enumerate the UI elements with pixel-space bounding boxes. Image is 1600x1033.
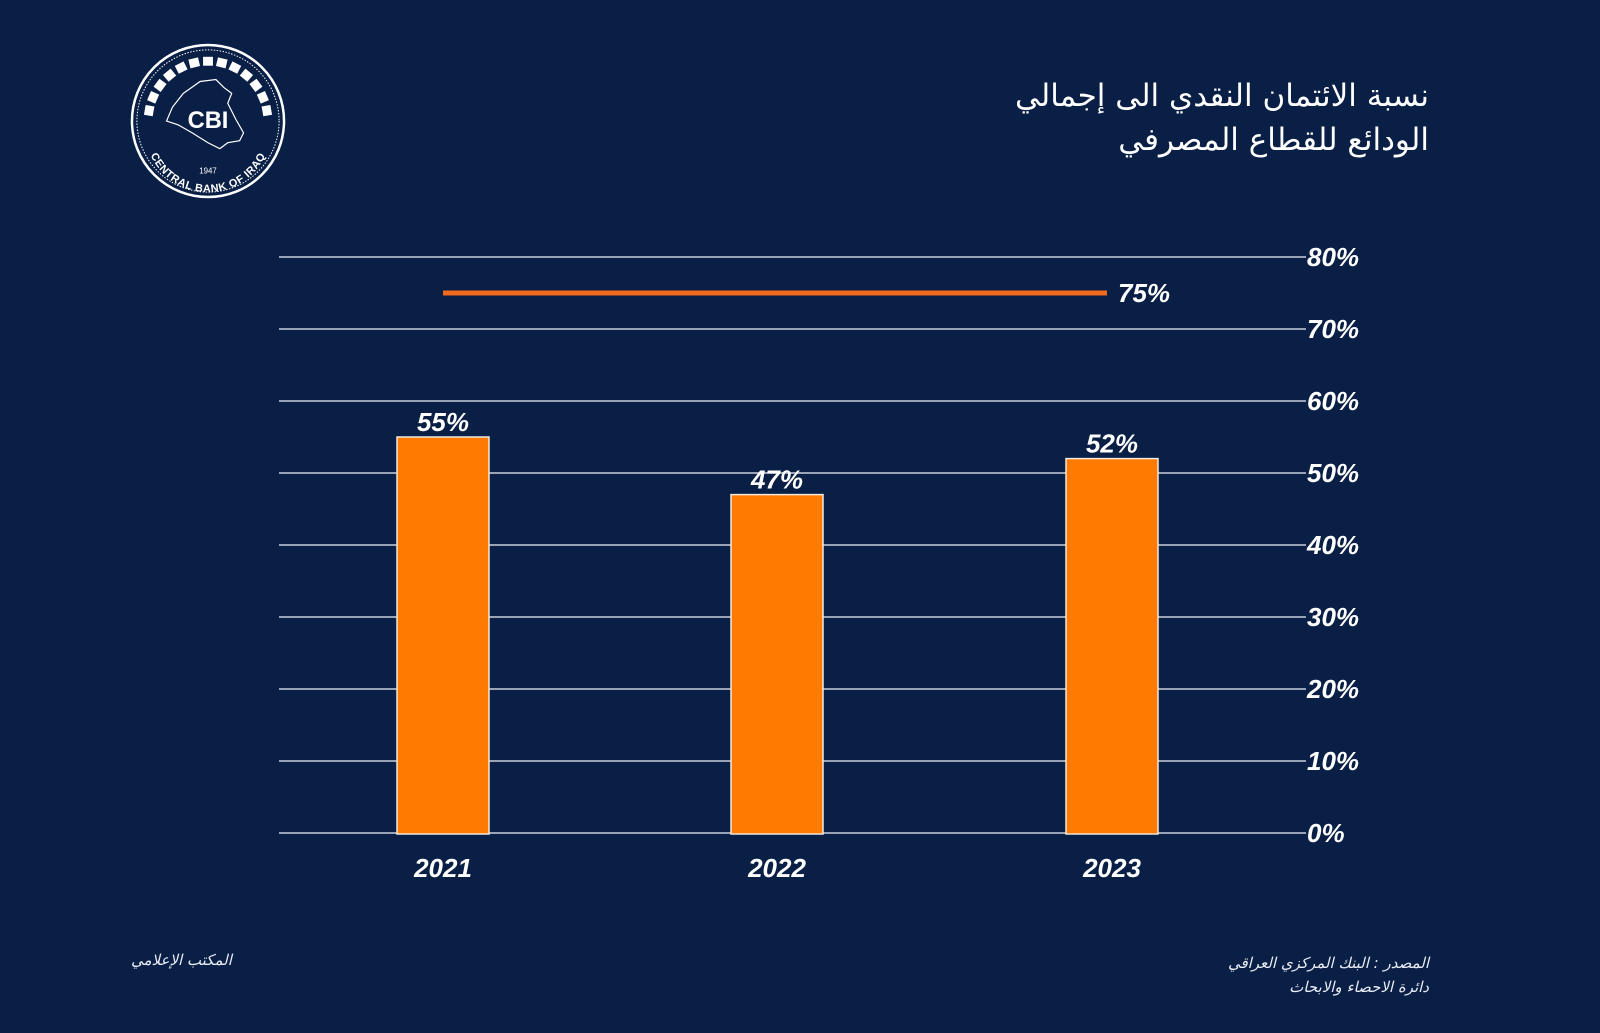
y-tick-label: 10% bbox=[1307, 746, 1359, 776]
gear-tooth bbox=[215, 57, 228, 69]
gear-tooth bbox=[147, 91, 160, 104]
media-office-label: المكتب الإعلامي bbox=[131, 951, 232, 969]
bar-2022 bbox=[730, 493, 824, 835]
x-tick-label: 2021 bbox=[413, 853, 472, 883]
logo-serrated-ring bbox=[136, 49, 280, 193]
gear-tooth bbox=[143, 104, 155, 117]
gear-tooth bbox=[174, 61, 188, 74]
y-tick-label: 70% bbox=[1307, 314, 1359, 344]
y-tick-label: 40% bbox=[1306, 530, 1359, 560]
logo-year: 1947 bbox=[199, 166, 217, 175]
cbi-logo: CBI 1947 CENTRAL BANK OF IRAQ bbox=[130, 43, 286, 199]
source-line-2: دائرة الاحصاء والابحاث bbox=[1289, 978, 1429, 996]
chart-title-line1: نسبة الائتمان النقدي الى إجمالي bbox=[1014, 78, 1429, 114]
y-tick-label: 80% bbox=[1307, 242, 1359, 272]
x-tick-label: 2023 bbox=[1082, 853, 1141, 883]
bars bbox=[396, 436, 1159, 835]
gear-tooth bbox=[153, 78, 167, 92]
gear-tooth bbox=[261, 104, 273, 117]
data-label: 47% bbox=[750, 465, 803, 495]
iraq-map-icon bbox=[165, 78, 245, 150]
gear-tooth bbox=[249, 78, 263, 92]
y-tick-label: 20% bbox=[1306, 674, 1359, 704]
y-axis-ticks: 0% 10% 20% 30% 40% 50% 60% 70% 80% bbox=[1306, 242, 1359, 848]
data-label: 52% bbox=[1086, 429, 1138, 459]
data-labels: 55% 47% 52% bbox=[417, 407, 1138, 495]
bar-2023 bbox=[1065, 457, 1159, 835]
logo-outer-ring bbox=[130, 43, 286, 199]
gear-tooth bbox=[256, 91, 269, 104]
y-tick-label: 0% bbox=[1307, 818, 1345, 848]
gear-icon bbox=[143, 56, 273, 117]
source-line-1: المصدر : البنك المركزي العراقي bbox=[1227, 954, 1429, 972]
bar-2021 bbox=[396, 436, 490, 835]
x-tick-label: 2022 bbox=[747, 853, 806, 883]
logo-abbr: CBI bbox=[188, 108, 229, 134]
source-note: المصدر : البنك المركزي العراقي دائرة الا… bbox=[1228, 951, 1429, 999]
gear-tooth bbox=[162, 68, 177, 82]
data-label: 55% bbox=[417, 407, 469, 437]
y-tick-label: 30% bbox=[1307, 602, 1359, 632]
x-axis-ticks: 2021 2022 2023 bbox=[413, 853, 1141, 883]
gear-tooth bbox=[228, 61, 242, 74]
gear-tooth bbox=[239, 68, 254, 82]
chart-title-line2: الودائع للقطاع المصرفي bbox=[1118, 122, 1429, 158]
gear-tooth bbox=[188, 57, 201, 69]
y-tick-label: 60% bbox=[1307, 386, 1359, 416]
reference-line-group: 75% bbox=[443, 278, 1170, 308]
y-tick-label: 50% bbox=[1307, 458, 1359, 488]
reference-line-label: 75% bbox=[1118, 278, 1170, 308]
chart-title: نسبة الائتمان النقدي الى إجمالي الودائع … bbox=[1015, 74, 1429, 162]
gear-tooth bbox=[203, 56, 213, 66]
